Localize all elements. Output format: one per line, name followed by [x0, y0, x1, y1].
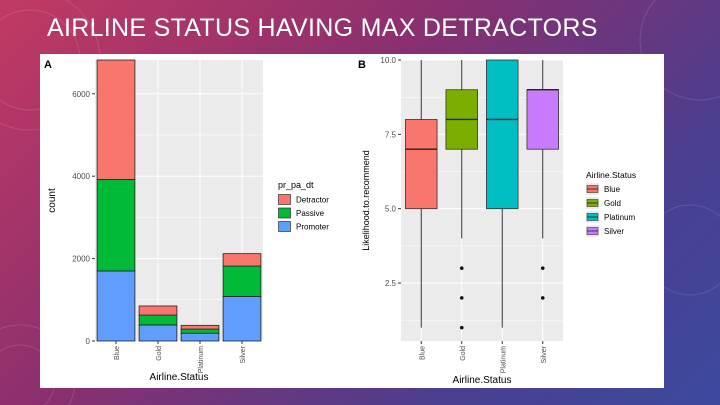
- x-tick-label: Blue: [114, 346, 121, 360]
- box-outlier: [540, 296, 545, 300]
- legend-label: Silver: [604, 227, 624, 236]
- bar-segment: [180, 332, 220, 342]
- y-axis-label: Likelihood.to.recommend: [361, 150, 371, 251]
- chart-panel-a: A 0 2000 4000 6000 Blue Gold Platinum Silver Airl…: [40, 54, 358, 388]
- x-tick-label: Gold: [460, 346, 467, 361]
- bar-segment: [222, 253, 262, 267]
- bar-segment: [138, 314, 178, 326]
- chart-panel-b: B 2.5 5.0 7.5 10.0 Blue Gold Platinum Silver Airl…: [354, 54, 664, 388]
- bar-segment: [222, 296, 262, 342]
- bar-segment: [138, 305, 178, 316]
- box-outlier: [459, 296, 464, 300]
- x-tick-label: Platinum: [198, 346, 205, 373]
- bar-segment: [222, 265, 262, 297]
- x-tick-label: Silver: [541, 345, 548, 363]
- y-tick-label: 5.0: [385, 205, 397, 214]
- legend-label: Detractor: [296, 196, 329, 205]
- x-tick-label: Silver: [240, 345, 247, 363]
- legend-title: pr_pa_dt: [278, 180, 314, 190]
- legend-swatch: [278, 194, 291, 205]
- legend-label: Promoter: [296, 223, 329, 232]
- legend-label: Gold: [604, 199, 621, 208]
- x-tick-label: Blue: [419, 346, 426, 360]
- slide-title: AIRLINE STATUS HAVING MAX DETRACTORS: [47, 14, 598, 42]
- legend-label: Platinum: [604, 213, 635, 222]
- panel-label: B: [358, 59, 366, 71]
- box-outlier: [459, 266, 464, 270]
- legend-label: Blue: [604, 185, 621, 194]
- x-tick-label: Gold: [156, 346, 163, 361]
- box-iqr: [486, 59, 519, 210]
- bar-segment: [96, 179, 136, 272]
- legend-swatch: [278, 207, 291, 219]
- stacked-bar-chart: A 0 2000 4000 6000 Blue Gold Platinum Silver Airl…: [44, 59, 329, 383]
- box-iqr: [405, 119, 438, 210]
- box-outlier: [459, 325, 464, 330]
- bar-segment: [138, 324, 178, 342]
- boxplot-chart: B 2.5 5.0 7.5 10.0 Blue Gold Platinum Silver Airl…: [358, 56, 636, 386]
- x-axis-label: Airline.Status: [453, 375, 512, 386]
- bar-segment: [180, 324, 220, 330]
- legend-label: Passive: [296, 209, 325, 218]
- y-tick-label: 4000: [72, 172, 90, 181]
- y-tick-label: 10.0: [380, 56, 396, 65]
- legend-swatch: [278, 221, 291, 232]
- y-tick-label: 6000: [72, 90, 90, 99]
- y-tick-label: 2.5: [385, 279, 397, 288]
- y-axis-label: count: [47, 188, 58, 213]
- x-tick-label: Platinum: [500, 346, 507, 373]
- bar-segment: [180, 328, 220, 334]
- box-outlier: [540, 266, 545, 270]
- x-axis-label: Airline.Status: [150, 372, 209, 383]
- bar-segment: [96, 59, 136, 180]
- y-tick-label: 0: [86, 337, 91, 346]
- box-iqr: [526, 89, 559, 150]
- legend-title: Airline.Status: [586, 170, 636, 180]
- y-tick-label: 7.5: [385, 130, 397, 139]
- y-tick-label: 2000: [72, 255, 90, 264]
- panel-label: A: [44, 59, 52, 71]
- bar-segment: [96, 270, 136, 342]
